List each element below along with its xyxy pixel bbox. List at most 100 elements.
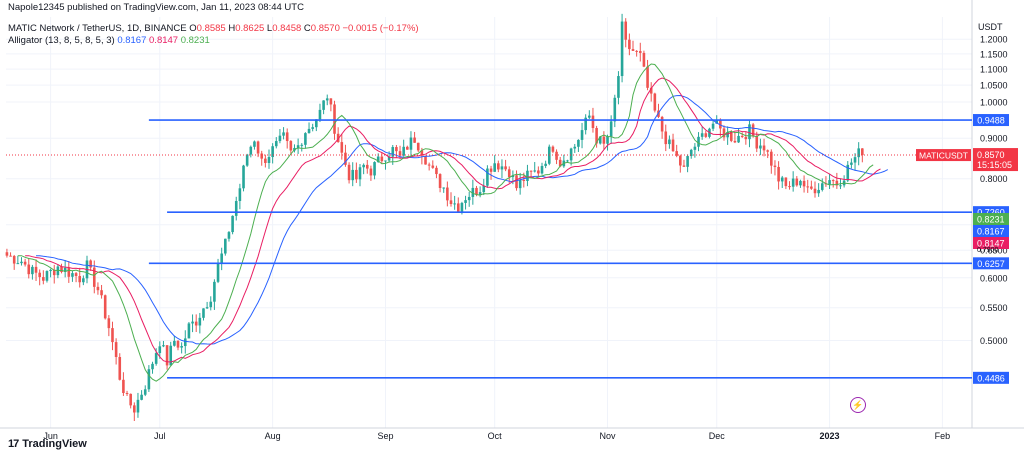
candle-body [74,273,78,277]
candle-down [784,177,788,190]
candle-body [518,179,522,189]
candle-body [355,169,358,180]
candle-down [551,145,555,154]
publisher-line: Napole12345 published on TradingView.com… [8,2,304,14]
candle-body [569,148,573,161]
candle-up [242,164,245,192]
candle-up [245,153,249,167]
candle-down [118,353,122,381]
candle-body [788,186,791,188]
candle-body [362,164,365,168]
candle-down [653,92,657,113]
candle-down [489,165,493,180]
candle-body [406,146,409,150]
candle-body [384,160,387,162]
candle-body [336,133,340,143]
candle-body [183,338,187,347]
candle-body [245,154,249,166]
candle-body [173,340,176,346]
candle-body [380,156,384,162]
candle-body [817,189,820,194]
candle-up [791,171,795,192]
candle-body [624,21,628,40]
candle-body [402,146,405,156]
candle-down [773,160,777,176]
candle-body [376,156,380,163]
level-tag-label: 0.6257 [977,259,1005,269]
candle-body [220,253,223,264]
candle-down [806,179,810,193]
candle-body [737,135,740,143]
candle-body [191,321,194,324]
candle-down [638,42,642,62]
candle-down [365,159,369,174]
lightning-icon[interactable]: ⚡ [850,397,866,413]
candle-up [296,138,300,154]
price-tick-label: 1.1000 [980,65,1008,75]
candle-up [668,135,671,149]
candle-body [598,136,602,144]
candle-down [682,159,686,167]
candle-body [850,162,853,165]
candle-up [49,268,52,278]
candle-up [253,140,256,150]
candle-body [347,164,351,181]
candle-down [74,271,78,283]
candle-body [180,346,183,348]
symbol-price-tag: MATICUSDT [916,149,971,162]
tradingview-logo[interactable]: 17 TradingView [8,438,87,450]
candle-down [802,175,806,193]
candle-body [482,185,486,193]
candle-up [613,94,617,128]
candle-down [9,252,12,257]
candle-body [92,267,96,287]
candle-body [493,163,496,172]
candle-body [60,266,63,272]
symbol-line: MATIC Network / TetherUS, 1D, BINANCE O0… [8,23,419,35]
candle-up [307,122,311,134]
candle-down [380,152,384,164]
candle-body [577,139,580,147]
change-value: −0.0015 (−0.17%) [342,23,419,34]
candle-body [82,278,85,283]
candle-body [31,266,34,275]
candle-up [846,161,850,183]
candle-up [544,160,547,169]
candle-body [71,273,74,277]
candle-body [453,203,456,205]
candle-down [675,144,678,158]
candle-up [231,215,234,235]
indicator-line[interactable]: Alligator (13, 8, 5, 8, 5, 3) 0.8167 0.8… [8,35,210,47]
candle-body [315,119,318,128]
close-value: 0.8570 [310,23,340,34]
currency-label: USDT [978,22,1003,32]
candle-body [584,117,587,131]
candle-up [799,179,802,188]
candle-up [249,145,253,158]
level-tag-label: 0.4486 [977,373,1005,383]
candle-body [413,137,416,143]
symbol-tag-label: MATICUSDT [919,151,968,161]
candle-up [584,114,587,135]
candle-down [762,138,766,157]
candle-up [318,103,322,123]
low-value: 0.8458 [272,23,302,34]
candle-down [285,128,289,149]
candle-up [759,138,762,156]
candle-body [617,76,620,98]
candle-up [384,160,387,170]
candle-body [114,342,118,357]
candle-up [569,147,573,166]
candle-up [464,195,467,210]
candle-body [12,256,16,264]
candle-body [340,142,344,153]
level-tag-bg [973,371,1009,384]
candle-body [646,66,649,88]
candle-up [325,94,329,106]
candle-down [770,149,773,174]
candle-up [315,119,318,132]
candle-body [442,187,446,189]
candle-body [63,267,67,272]
candle-up [620,13,624,83]
